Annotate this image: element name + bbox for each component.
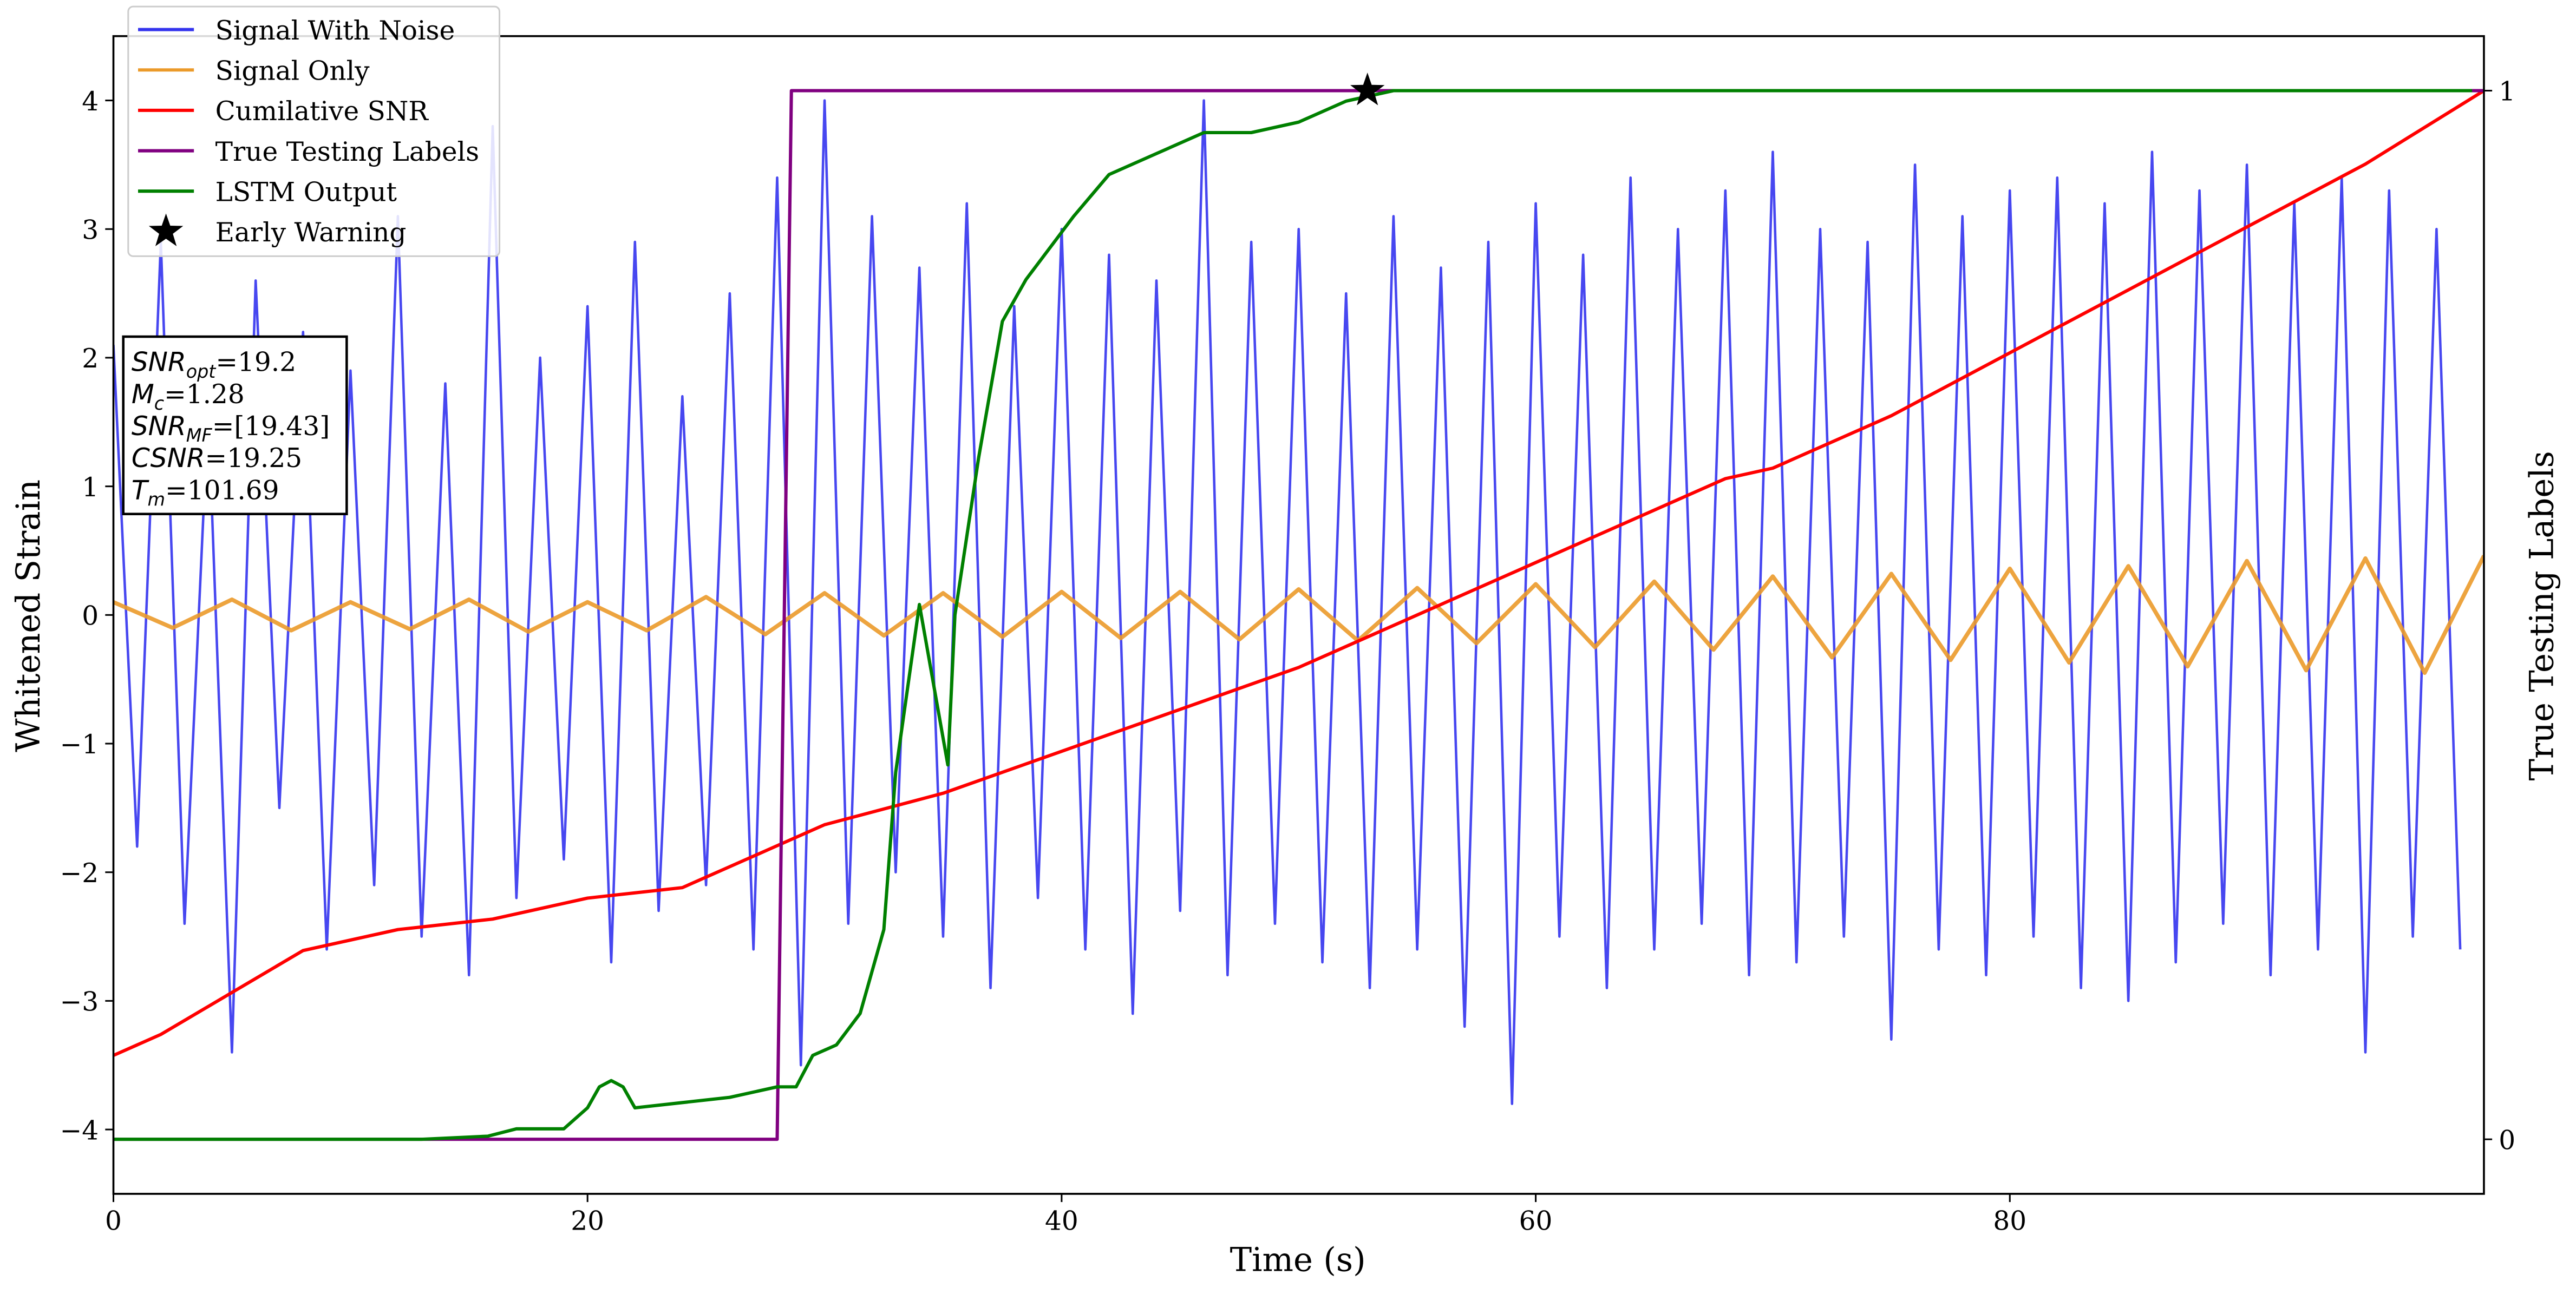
y-tick-label: −2	[60, 858, 99, 889]
annotation-line: SNRopt=19.2	[132, 347, 296, 382]
annotation-main: SNR	[132, 411, 186, 442]
annotation-frame	[122, 335, 348, 516]
series-line	[113, 99, 2462, 1105]
y-tick-label: 4	[82, 87, 99, 117]
y-tick-label: 3	[82, 215, 99, 245]
annotation-sub: MF	[186, 425, 213, 446]
annotation-rest: =[19.43]	[212, 411, 330, 442]
annotation-sub: m	[148, 489, 166, 510]
annotation-main: M	[132, 379, 154, 410]
y-tick-label: 0	[82, 601, 99, 632]
plot-area	[113, 89, 2484, 1141]
series-line	[113, 89, 2473, 1141]
annotation-rest: =19.2	[215, 347, 296, 378]
y2-tick-label: 1	[2499, 77, 2515, 107]
x-tick-label: 20	[571, 1206, 604, 1237]
y-tick-label: −1	[60, 730, 99, 760]
annotation-main: SNR	[132, 347, 186, 378]
early-warning-marker	[1350, 73, 1385, 106]
y-tick-label: 2	[82, 344, 99, 374]
annotation-rest: =19.25	[205, 443, 303, 474]
y2-axis-label: True Testing Labels	[2523, 451, 2561, 780]
annotation-box: SNRopt=19.2Mc=1.28SNRMF=[19.43]CSNR=19.2…	[122, 335, 348, 516]
legend: Signal With Noise Signal Only Cumilative S…	[127, 5, 501, 257]
annotation-line: SNRMF=[19.43]	[132, 411, 330, 446]
annotation-main: CSNR	[132, 443, 205, 474]
annotation-rest: =101.69	[165, 475, 279, 505]
legend-box	[127, 5, 501, 257]
annotation-main: T	[132, 475, 149, 505]
x-tick-label: 0	[105, 1206, 122, 1237]
y-tick-label: −3	[60, 987, 99, 1017]
series-line	[113, 555, 2484, 675]
legend-label: True Testing Labels	[215, 137, 479, 167]
x-tick-label: 60	[1519, 1206, 1553, 1237]
annotation-line: Mc=1.28	[132, 379, 245, 414]
y-tick-label: 1	[82, 472, 99, 503]
y-tick-label: −4	[60, 1115, 99, 1146]
legend-label: Signal Only	[215, 56, 370, 86]
x-tick-label: 80	[1993, 1206, 2026, 1237]
annotation-rest: =1.28	[164, 379, 245, 410]
annotation-sub: opt	[186, 361, 217, 382]
annotation-sub: c	[154, 393, 164, 414]
legend-label: Cumilative SNR	[215, 96, 429, 127]
annotation-line: Tm=101.69	[132, 475, 279, 510]
annotation-line: CSNR=19.25	[132, 443, 302, 474]
legend-label: Signal With Noise	[215, 16, 455, 46]
x-axis-label: Time (s)	[1230, 1242, 1366, 1279]
y-axis-label: Whitened Strain	[10, 479, 48, 752]
legend-marker	[148, 213, 184, 246]
y2-tick-label: 0	[2499, 1125, 2515, 1155]
legend-label: Early Warning	[215, 218, 407, 248]
series-line	[113, 89, 2484, 1057]
legend-label: LSTM Output	[215, 177, 397, 207]
x-tick-label: 40	[1045, 1206, 1078, 1237]
